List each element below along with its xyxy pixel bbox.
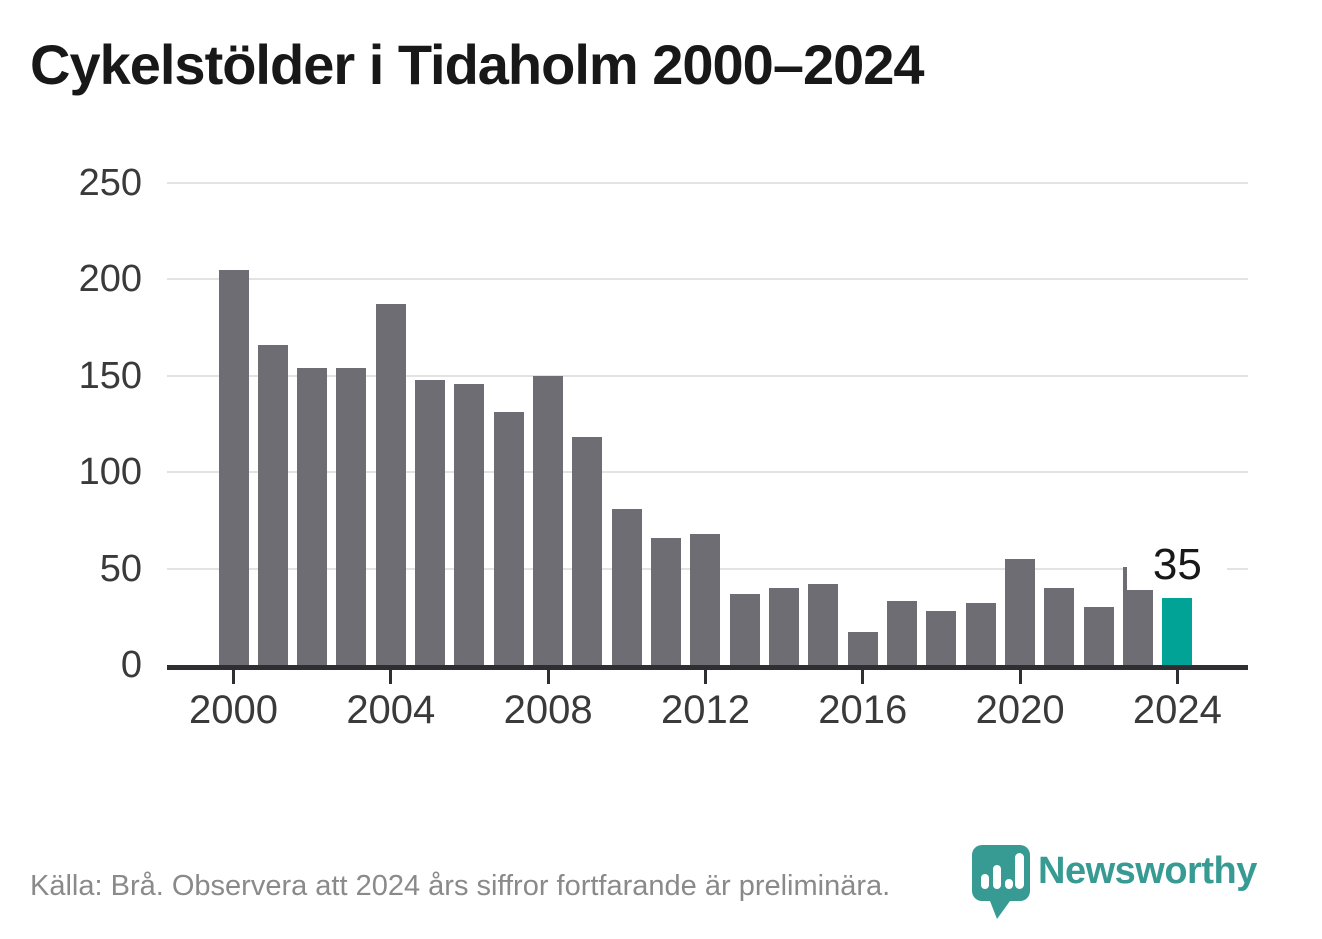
x-tick-2024 (1175, 669, 1179, 684)
newsworthy-pin-icon (972, 845, 1030, 919)
source-note: Källa: Brå. Observera att 2024 års siffr… (30, 870, 891, 902)
bar-2010 (611, 508, 642, 665)
gridline-250 (167, 182, 1248, 184)
x-tick-2004 (389, 669, 393, 684)
bar-2014 (769, 587, 800, 665)
newsworthy-wordmark: Newsworthy (1038, 850, 1257, 892)
x-tick-label-2000: 2000 (189, 688, 278, 732)
x-tick-label-2016: 2016 (818, 688, 908, 732)
gridline-100 (167, 471, 1248, 474)
bar-2016 (847, 632, 878, 665)
bar-2008 (533, 375, 564, 665)
x-axis-line (167, 665, 1248, 670)
x-tick-2020 (1018, 669, 1022, 684)
bar-2024 (1162, 597, 1193, 665)
bar-2020 (1005, 558, 1036, 665)
x-tick-label-2004: 2004 (346, 688, 436, 732)
bar-2009 (572, 437, 603, 665)
y-tick-label-250: 250 (78, 162, 142, 204)
newsworthy-logo: Newsworthy (970, 838, 1300, 938)
x-tick-label-2008: 2008 (503, 688, 593, 732)
bar-2018 (926, 611, 957, 665)
bar-2012 (690, 533, 721, 665)
bar-2002 (297, 368, 328, 665)
bar-2007 (493, 412, 524, 665)
x-tick-label-2012: 2012 (660, 688, 750, 732)
bar-2005 (415, 379, 446, 665)
gridline-150 (167, 374, 1248, 377)
page-title: Cykelstölder i Tidaholm 2000–2024 (30, 33, 925, 96)
bar-2015 (808, 584, 839, 665)
footer: Källa: Brå. Observera att 2024 års siffr… (0, 838, 1322, 939)
value-label-2024: 35 (1127, 539, 1228, 590)
bar-2022 (1083, 607, 1114, 665)
bar-2011 (651, 537, 682, 665)
bar-2017 (887, 601, 918, 665)
y-tick-label-100: 100 (78, 451, 142, 494)
bar-2001 (257, 344, 288, 665)
bar-2006 (454, 383, 485, 665)
y-tick-label-150: 150 (78, 354, 142, 397)
bar-2000 (218, 269, 249, 665)
x-tick-2016 (861, 669, 865, 684)
bar-2021 (1044, 587, 1075, 665)
gridline-200 (167, 278, 1248, 281)
bar-2004 (375, 304, 406, 665)
x-tick-label-2020: 2020 (975, 688, 1065, 732)
x-tick-2000 (232, 669, 235, 684)
y-tick-label-200: 200 (78, 258, 142, 301)
x-tick-2012 (703, 669, 707, 684)
y-tick-label-50: 50 (99, 547, 142, 590)
bar-2019 (965, 603, 996, 665)
bar-2013 (729, 593, 760, 665)
x-tick-2008 (546, 669, 550, 684)
x-tick-label-2024: 2024 (1132, 688, 1222, 732)
y-tick-label-0: 0 (120, 644, 142, 686)
bar-2003 (336, 368, 367, 665)
